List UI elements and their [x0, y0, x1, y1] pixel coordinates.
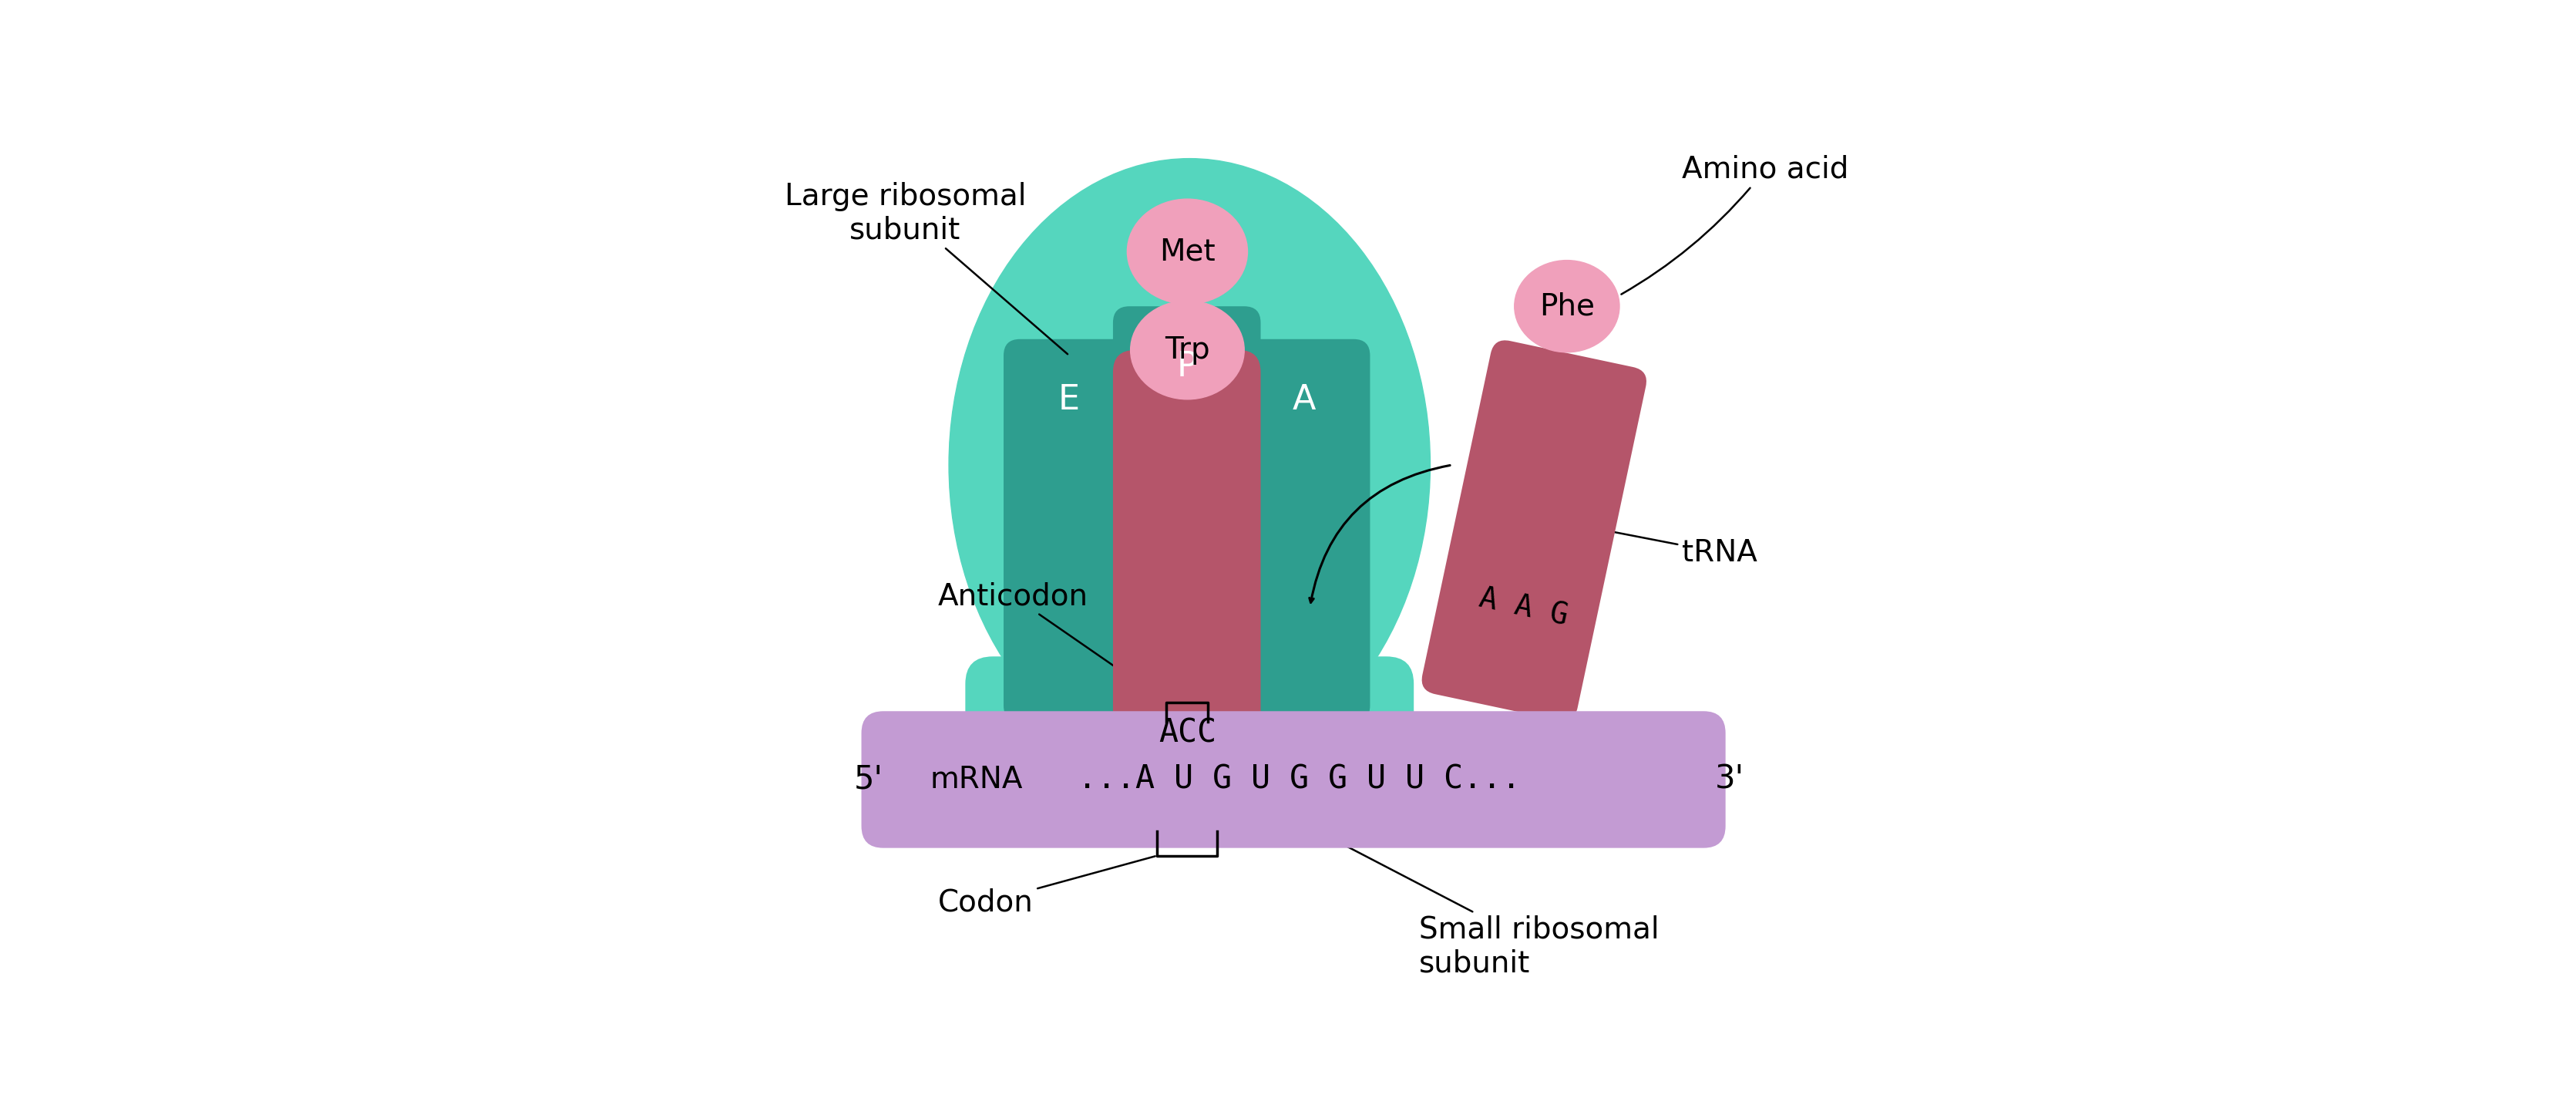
- Text: ...A U G U G G U U C...: ...A U G U G G U U C...: [1077, 764, 1520, 796]
- FancyBboxPatch shape: [860, 712, 1726, 848]
- Text: 5': 5': [855, 764, 884, 796]
- Text: ACC: ACC: [1159, 717, 1216, 749]
- Text: A: A: [1293, 383, 1316, 417]
- Text: Amino acid: Amino acid: [1620, 155, 1850, 294]
- Text: P: P: [1177, 350, 1198, 383]
- FancyBboxPatch shape: [1113, 306, 1260, 722]
- Text: 3': 3': [1716, 764, 1744, 796]
- Text: Small ribosomal
subunit: Small ribosomal subunit: [1257, 800, 1659, 978]
- Text: Anticodon: Anticodon: [938, 581, 1164, 702]
- Ellipse shape: [1515, 261, 1620, 352]
- Ellipse shape: [1128, 199, 1247, 304]
- FancyBboxPatch shape: [1422, 340, 1646, 720]
- Text: mRNA: mRNA: [930, 765, 1023, 794]
- Ellipse shape: [948, 158, 1430, 771]
- Text: A A G: A A G: [1476, 583, 1571, 631]
- Text: tRNA: tRNA: [1607, 532, 1757, 567]
- Text: Large ribosomal
subunit: Large ribosomal subunit: [783, 181, 1066, 354]
- FancyBboxPatch shape: [1005, 339, 1136, 722]
- FancyBboxPatch shape: [1239, 339, 1370, 722]
- FancyBboxPatch shape: [966, 656, 1414, 832]
- Text: Trp: Trp: [1164, 336, 1211, 365]
- Text: E: E: [1059, 383, 1079, 417]
- FancyBboxPatch shape: [1113, 350, 1260, 777]
- Text: Phe: Phe: [1540, 292, 1595, 320]
- Ellipse shape: [1131, 301, 1244, 399]
- Text: Met: Met: [1159, 236, 1216, 266]
- Text: Codon: Codon: [938, 856, 1154, 917]
